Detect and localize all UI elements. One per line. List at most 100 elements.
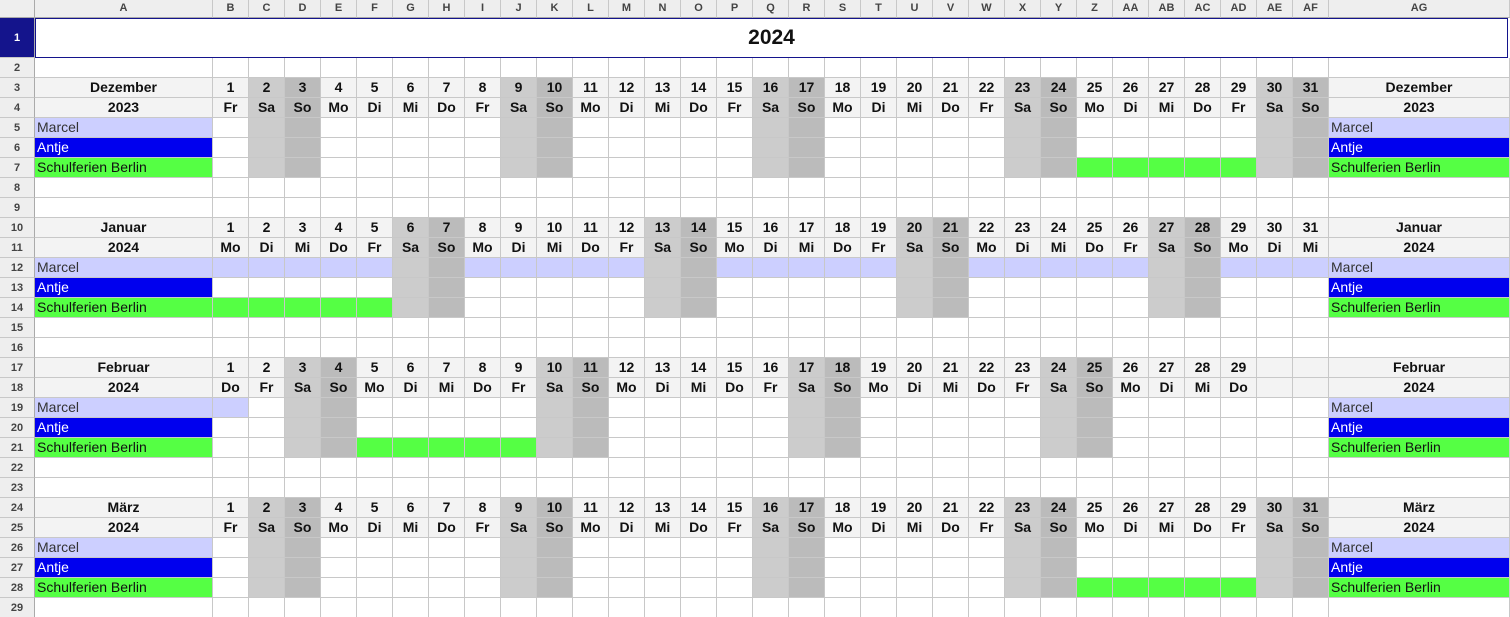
weekday[interactable]: Mo bbox=[717, 238, 753, 258]
empty-cell[interactable] bbox=[1041, 598, 1077, 617]
day-number[interactable]: 12 bbox=[609, 78, 645, 98]
day-cell[interactable] bbox=[1041, 418, 1077, 438]
column-header-ag[interactable]: AG bbox=[1329, 0, 1510, 18]
day-number[interactable]: 25 bbox=[1077, 358, 1113, 378]
day-cell[interactable] bbox=[1113, 278, 1149, 298]
empty-cell[interactable] bbox=[1149, 318, 1185, 338]
day-cell[interactable] bbox=[429, 158, 465, 178]
empty-cell[interactable] bbox=[1185, 458, 1221, 478]
empty-cell[interactable] bbox=[897, 458, 933, 478]
day-cell[interactable] bbox=[1221, 258, 1257, 278]
empty-cell[interactable] bbox=[609, 198, 645, 218]
column-header-af[interactable]: AF bbox=[1293, 0, 1329, 18]
empty-cell[interactable] bbox=[285, 198, 321, 218]
day-cell[interactable] bbox=[393, 118, 429, 138]
empty-cell[interactable] bbox=[753, 598, 789, 617]
day-cell[interactable] bbox=[1257, 138, 1293, 158]
day-number[interactable]: 25 bbox=[1077, 498, 1113, 518]
year-right-1[interactable]: 2024 bbox=[1329, 238, 1510, 258]
day-cell[interactable] bbox=[393, 258, 429, 278]
day-cell[interactable] bbox=[897, 258, 933, 278]
empty-cell[interactable] bbox=[537, 178, 573, 198]
day-cell[interactable] bbox=[825, 298, 861, 318]
day-cell[interactable] bbox=[1005, 418, 1041, 438]
day-cell[interactable] bbox=[753, 558, 789, 578]
column-header-l[interactable]: L bbox=[573, 0, 609, 18]
day-cell[interactable] bbox=[861, 258, 897, 278]
day-number[interactable]: 15 bbox=[717, 498, 753, 518]
column-header-e[interactable]: E bbox=[321, 0, 357, 18]
empty-cell[interactable] bbox=[933, 318, 969, 338]
empty-cell[interactable] bbox=[393, 478, 429, 498]
empty-cell[interactable] bbox=[1077, 318, 1113, 338]
empty-cell[interactable] bbox=[681, 478, 717, 498]
weekday[interactable]: Sa bbox=[1257, 518, 1293, 538]
weekday[interactable]: Do bbox=[573, 238, 609, 258]
empty-cell[interactable] bbox=[1113, 338, 1149, 358]
weekday[interactable]: Mi bbox=[1149, 98, 1185, 118]
empty-cell[interactable] bbox=[321, 318, 357, 338]
day-number[interactable]: 9 bbox=[501, 358, 537, 378]
day-cell[interactable] bbox=[645, 298, 681, 318]
weekday[interactable]: Mi bbox=[897, 518, 933, 538]
empty-cell[interactable] bbox=[717, 458, 753, 478]
day-cell[interactable] bbox=[969, 118, 1005, 138]
day-cell[interactable] bbox=[501, 298, 537, 318]
day-cell[interactable] bbox=[501, 138, 537, 158]
day-cell[interactable] bbox=[789, 398, 825, 418]
empty-cell[interactable] bbox=[249, 458, 285, 478]
empty-cell[interactable] bbox=[753, 318, 789, 338]
column-header-ae[interactable]: AE bbox=[1257, 0, 1293, 18]
day-number[interactable]: 20 bbox=[897, 498, 933, 518]
empty-cell[interactable] bbox=[897, 178, 933, 198]
day-cell[interactable] bbox=[249, 298, 285, 318]
empty-cell[interactable] bbox=[1257, 478, 1293, 498]
person-label[interactable]: Schulferien Berlin bbox=[35, 578, 213, 598]
empty-cell[interactable] bbox=[537, 58, 573, 78]
day-cell[interactable] bbox=[825, 158, 861, 178]
column-header-a[interactable]: A bbox=[35, 0, 213, 18]
day-cell[interactable] bbox=[1113, 538, 1149, 558]
day-cell[interactable] bbox=[465, 538, 501, 558]
row-header-27[interactable]: 27 bbox=[0, 558, 35, 578]
year-0[interactable]: 2023 bbox=[35, 98, 213, 118]
day-cell[interactable] bbox=[645, 278, 681, 298]
empty-cell[interactable] bbox=[1149, 338, 1185, 358]
empty-cell[interactable] bbox=[825, 458, 861, 478]
day-cell[interactable] bbox=[1005, 158, 1041, 178]
day-cell[interactable] bbox=[681, 258, 717, 278]
day-cell[interactable] bbox=[681, 438, 717, 458]
day-cell[interactable] bbox=[1113, 158, 1149, 178]
day-cell[interactable] bbox=[717, 438, 753, 458]
empty-cell[interactable] bbox=[717, 178, 753, 198]
day-cell[interactable] bbox=[1257, 398, 1293, 418]
empty-cell[interactable] bbox=[1041, 338, 1077, 358]
day-cell[interactable] bbox=[609, 278, 645, 298]
day-cell[interactable] bbox=[537, 118, 573, 138]
empty-cell[interactable] bbox=[357, 318, 393, 338]
day-cell[interactable] bbox=[1293, 558, 1329, 578]
empty-cell[interactable] bbox=[1077, 598, 1113, 617]
day-cell[interactable] bbox=[1041, 558, 1077, 578]
empty-cell[interactable] bbox=[573, 458, 609, 478]
empty-cell[interactable] bbox=[1329, 318, 1510, 338]
year-3[interactable]: 2024 bbox=[35, 518, 213, 538]
day-cell[interactable] bbox=[1185, 118, 1221, 138]
day-cell[interactable] bbox=[789, 158, 825, 178]
day-cell[interactable] bbox=[681, 398, 717, 418]
empty-cell[interactable] bbox=[717, 318, 753, 338]
person-label-right[interactable]: Schulferien Berlin bbox=[1329, 438, 1510, 458]
day-cell[interactable] bbox=[933, 418, 969, 438]
day-cell[interactable] bbox=[393, 438, 429, 458]
day-cell[interactable] bbox=[753, 158, 789, 178]
day-cell[interactable] bbox=[1149, 158, 1185, 178]
weekday[interactable]: Mo bbox=[213, 238, 249, 258]
day-cell[interactable] bbox=[645, 558, 681, 578]
day-cell[interactable] bbox=[1077, 118, 1113, 138]
day-cell[interactable] bbox=[465, 258, 501, 278]
day-number[interactable]: 22 bbox=[969, 498, 1005, 518]
day-cell[interactable] bbox=[249, 418, 285, 438]
empty-cell[interactable] bbox=[1257, 338, 1293, 358]
empty-cell[interactable] bbox=[1293, 318, 1329, 338]
day-number[interactable]: 12 bbox=[609, 358, 645, 378]
